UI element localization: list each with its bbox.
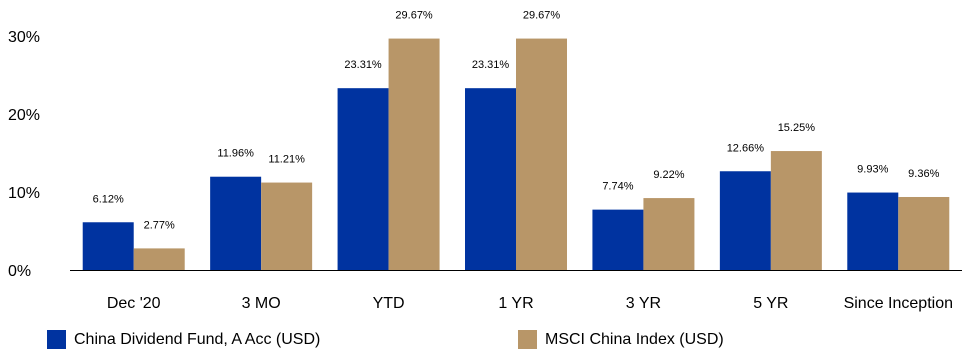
legend-swatch-index	[518, 330, 537, 349]
y-tick-label: 20%	[8, 107, 40, 124]
x-tick-label: Dec '20	[107, 295, 161, 312]
data-label: 6.12%	[93, 193, 124, 205]
data-label: 11.96%	[217, 148, 254, 160]
bar-index	[516, 38, 567, 270]
data-label: 9.22%	[653, 169, 684, 181]
x-tick-label: 3 MO	[242, 295, 281, 312]
x-tick-label: YTD	[373, 295, 405, 312]
data-label: 12.66%	[727, 142, 765, 154]
bar-fund	[82, 222, 134, 270]
x-tick-label: 3 YR	[626, 295, 661, 312]
data-label: 7.74%	[602, 181, 633, 193]
data-label: 9.36%	[908, 168, 939, 180]
data-label: 29.67%	[523, 10, 561, 22]
legend: China Dividend Fund, A Acc (USD) MSCI Ch…	[0, 330, 965, 351]
bar-index	[261, 182, 313, 270]
x-tick-label: 1 YR	[498, 295, 533, 312]
y-tick-label: 10%	[8, 185, 40, 202]
bar-fund	[210, 176, 262, 270]
legend-swatch-fund	[47, 330, 66, 349]
legend-item-fund: China Dividend Fund, A Acc (USD)	[47, 330, 320, 349]
bar-fund	[847, 192, 899, 270]
x-tick-label: 5 YR	[753, 295, 788, 312]
legend-label-index: MSCI China Index (USD)	[545, 330, 724, 348]
y-tick-label: 0%	[8, 263, 31, 280]
bar-fund	[592, 209, 644, 270]
data-label: 23.31%	[344, 59, 382, 71]
data-label: 15.25%	[778, 122, 816, 134]
x-tick-label: Since Inception	[844, 295, 953, 312]
legend-item-index: MSCI China Index (USD)	[518, 330, 724, 349]
data-label: 29.67%	[395, 10, 433, 22]
bar-index	[898, 196, 950, 270]
bar-index	[133, 248, 185, 270]
bar-fund	[337, 88, 389, 270]
data-label: 11.21%	[268, 154, 305, 166]
bar-fund	[465, 88, 516, 270]
bar-index	[770, 151, 822, 270]
legend-label-fund: China Dividend Fund, A Acc (USD)	[74, 330, 321, 348]
chart-svg: 0% 10% 20% 30% 6.12% 2.77% Dec '20 11.96% 11.21%…	[8, 10, 962, 312]
data-label: 9.93%	[857, 164, 888, 176]
bar-index	[643, 198, 695, 270]
data-label: 23.31%	[472, 59, 510, 71]
bar-index	[388, 38, 440, 270]
data-label: 2.77%	[144, 219, 175, 231]
y-tick-label: 30%	[8, 29, 40, 46]
bar-fund	[719, 171, 771, 270]
